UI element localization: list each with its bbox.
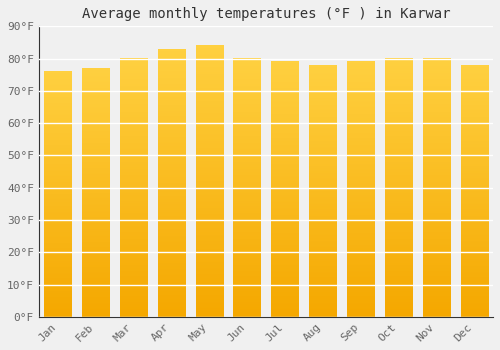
Title: Average monthly temperatures (°F ) in Karwar: Average monthly temperatures (°F ) in Ka… [82,7,450,21]
